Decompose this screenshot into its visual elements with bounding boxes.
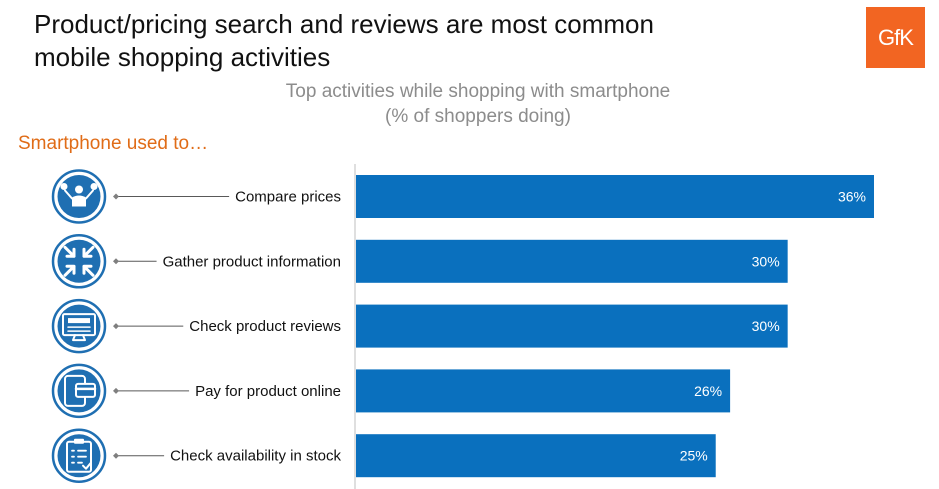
connector-diamond-3 <box>113 323 119 330</box>
scale-person-icon <box>51 169 107 224</box>
chart-title: Top activities while shopping with smart… <box>285 81 671 102</box>
category-label-3: Check product reviews <box>189 318 341 335</box>
data-label-5: 25% <box>680 448 708 464</box>
bar-4 <box>356 369 731 413</box>
connector-diamond-2 <box>113 258 119 265</box>
section-label: Smartphone used to… <box>18 133 209 154</box>
category-label-2: Gather product information <box>163 253 341 270</box>
connector-diamond-1 <box>113 193 119 200</box>
bar-2 <box>356 239 788 283</box>
gfk-logo-text: GfK <box>878 24 914 50</box>
data-label-3: 30% <box>752 318 780 334</box>
data-label-1: 36% <box>838 189 866 205</box>
chart-subtitle: (% of shoppers doing) <box>385 106 571 127</box>
category-label-1: Compare prices <box>235 189 341 206</box>
category-label-5: Check availability in stock <box>170 448 341 465</box>
bar-5 <box>356 434 716 478</box>
category-label-4: Pay for product online <box>195 383 341 400</box>
connector-diamond-4 <box>113 387 119 394</box>
headline-line-2: mobile shopping activities <box>34 42 331 72</box>
headline-line-1: Product/pricing search and reviews are m… <box>34 9 654 39</box>
connector-diamond-5 <box>113 452 119 459</box>
headline: Product/pricing search and reviews are m… <box>34 8 794 74</box>
data-label-2: 30% <box>752 253 780 269</box>
tablet-card-icon <box>51 363 107 419</box>
data-label-4: 26% <box>694 383 722 399</box>
clipboard-checklist-icon <box>51 428 107 483</box>
bar-3 <box>356 304 788 348</box>
reviews-monitor-icon <box>51 298 107 354</box>
gfk-logo: GfK <box>866 7 925 68</box>
compress-arrows-icon <box>51 234 107 289</box>
bar-1 <box>356 175 874 218</box>
